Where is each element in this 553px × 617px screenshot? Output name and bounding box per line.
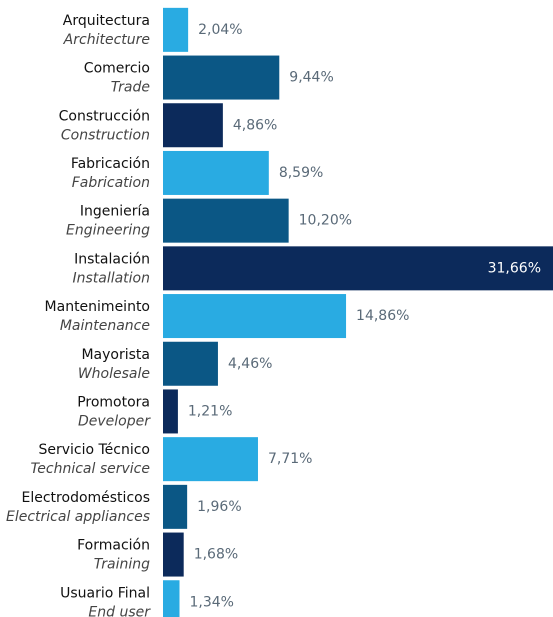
bar <box>163 580 180 617</box>
category-label-en: Trade <box>111 80 150 96</box>
bar <box>163 150 269 195</box>
value-label: 1,21% <box>188 403 232 419</box>
category-label: Ingeniería <box>80 204 150 220</box>
category-label-en: Maintenance <box>60 318 150 334</box>
bar <box>163 437 258 482</box>
category-label-en: Technical service <box>30 461 150 477</box>
value-label: 7,71% <box>268 451 312 467</box>
category-label: Comercio <box>84 61 150 77</box>
value-label: 1,96% <box>197 499 241 515</box>
value-label: 31,66% <box>488 260 541 276</box>
category-label: Arquitectura <box>63 13 150 29</box>
category-label-en: Construction <box>61 127 150 143</box>
value-label: 8,59% <box>279 165 323 181</box>
category-label: Mayorista <box>81 347 150 363</box>
category-label-en: Wholesale <box>78 366 150 382</box>
bar <box>163 198 289 243</box>
category-label-en: Developer <box>78 413 151 429</box>
value-label: 1,68% <box>194 547 238 563</box>
category-label: Usuario Final <box>60 585 150 601</box>
bar <box>163 341 218 386</box>
category-label: Servicio Técnico <box>38 442 150 458</box>
category-label: Instalación <box>74 251 150 267</box>
category-label-en: End user <box>88 604 151 617</box>
category-label: Mantenimeinto <box>45 299 150 315</box>
value-label: 10,20% <box>299 213 352 229</box>
bar <box>163 532 184 577</box>
value-label: 9,44% <box>289 70 333 86</box>
category-label-en: Electrical appliances <box>6 509 150 525</box>
value-label: 1,34% <box>190 594 234 610</box>
value-label: 14,86% <box>356 308 409 324</box>
bar <box>163 294 347 339</box>
value-label: 4,46% <box>228 356 272 372</box>
bar <box>163 103 223 148</box>
value-label: 2,04% <box>198 22 242 38</box>
bar <box>163 246 553 291</box>
category-label-en: Installation <box>72 270 150 286</box>
bar <box>163 389 178 434</box>
value-label: 4,86% <box>233 117 277 133</box>
bar <box>163 484 188 529</box>
category-label-en: Training <box>94 557 150 573</box>
category-label-en: Architecture <box>63 32 150 48</box>
category-label: Electrodomésticos <box>22 490 150 506</box>
bar <box>163 7 189 52</box>
category-label-en: Fabrication <box>72 175 150 191</box>
category-label: Promotora <box>77 394 150 410</box>
category-label: Construcción <box>59 108 150 124</box>
bar <box>163 55 280 100</box>
category-label: Formación <box>77 538 150 554</box>
category-label-en: Engineering <box>66 223 150 239</box>
category-label: Fabricación <box>71 156 150 172</box>
